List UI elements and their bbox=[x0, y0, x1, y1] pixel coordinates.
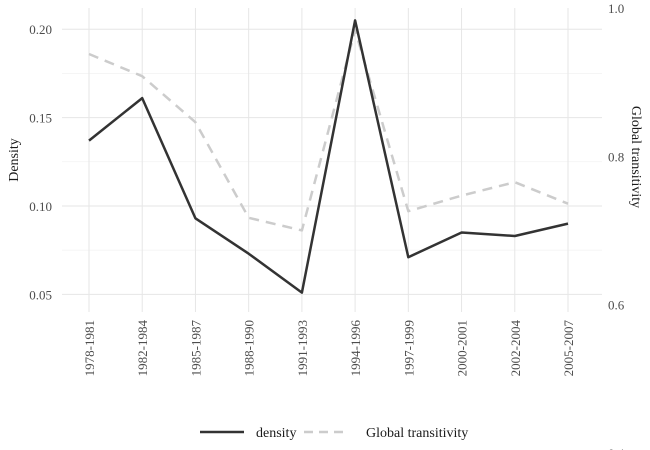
x-tick-label: 1985-1987 bbox=[188, 320, 203, 377]
legend-label-transitivity: Global transitivity bbox=[366, 426, 468, 441]
legend-label-density: density bbox=[256, 426, 296, 441]
series-lines bbox=[88, 19, 569, 294]
x-tick-label: 1997-1999 bbox=[401, 320, 416, 376]
x-tick-label: 1988-1990 bbox=[242, 320, 257, 376]
y-axis-title: Density bbox=[7, 138, 22, 182]
y2-tick-label: 0.8 bbox=[608, 149, 624, 164]
y-tick-label: 0.05 bbox=[29, 287, 52, 302]
x-tick-label: 2002-2004 bbox=[508, 320, 523, 377]
y-tick-label: 0.10 bbox=[29, 199, 52, 214]
y2-tick-label: 0.6 bbox=[608, 298, 625, 313]
x-tick-label: 1994-1996 bbox=[348, 320, 363, 377]
y2-tick-label: 0.4 bbox=[608, 446, 625, 450]
x-tick-label: 2005-2007 bbox=[561, 320, 576, 377]
series-line-density bbox=[88, 19, 569, 294]
x-tick-label: 1978-1981 bbox=[82, 320, 97, 376]
y-axis-right: 0.4 0.6 0.8 1.0 bbox=[608, 1, 625, 450]
x-tick-label: 1991-1993 bbox=[295, 320, 310, 376]
y2-tick-label: 1.0 bbox=[608, 1, 624, 16]
y-axis-left: 0.05 0.10 0.15 0.20 bbox=[29, 22, 52, 302]
legend: density Global transitivity bbox=[200, 426, 468, 441]
x-tick-label: 1982-1984 bbox=[135, 320, 150, 377]
y2-axis-title: Global transitivity bbox=[628, 106, 643, 208]
x-axis: 1978-1981 1982-1984 1985-1987 1988-1990 1991… bbox=[82, 320, 576, 377]
x-tick-label: 2000-2001 bbox=[455, 320, 470, 376]
y-tick-label: 0.15 bbox=[29, 111, 52, 126]
y-tick-label: 0.20 bbox=[29, 22, 52, 37]
series-line-global-transitivity bbox=[88, 28, 569, 232]
grid-lines bbox=[62, 8, 602, 312]
